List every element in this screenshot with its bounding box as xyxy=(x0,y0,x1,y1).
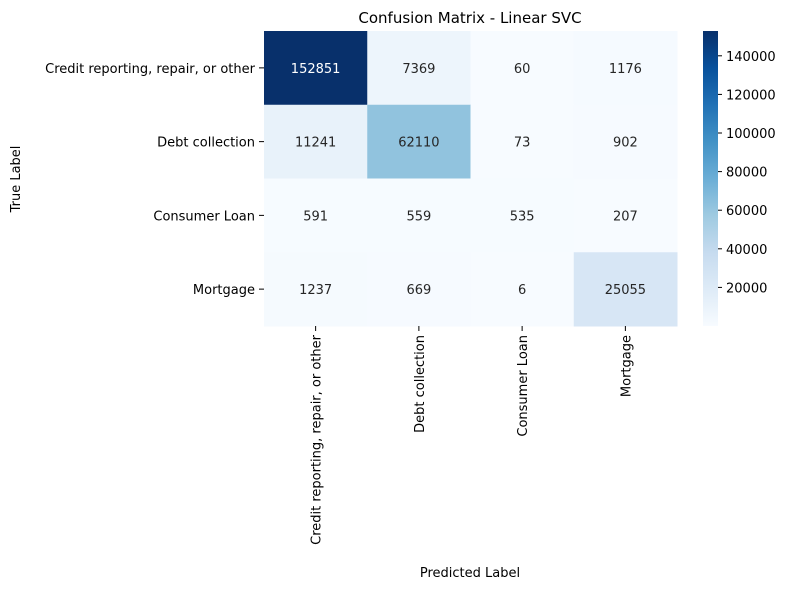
colorbar-tick-label: 80000 xyxy=(726,166,767,181)
x-tick-label: Mortgage xyxy=(619,335,634,397)
chart-title: Confusion Matrix - Linear SVC xyxy=(358,9,581,27)
heatmap-cell xyxy=(264,31,368,106)
heatmap-cell xyxy=(367,104,471,179)
y-tick-label: Credit reporting, repair, or other xyxy=(45,62,256,77)
cell-value-label: 591 xyxy=(303,209,328,224)
colorbar-tick-label: 40000 xyxy=(726,243,767,258)
cell-value-label: 535 xyxy=(510,209,535,224)
cell-value-label: 62110 xyxy=(398,136,439,151)
heatmap-cell xyxy=(470,104,575,179)
heatmap-cell xyxy=(573,104,678,179)
colorbar-gradient xyxy=(703,31,718,326)
cell-value-label: 6 xyxy=(518,283,526,298)
colorbar-tick-label: 140000 xyxy=(726,50,776,65)
cell-value-label: 1237 xyxy=(299,283,332,298)
y-axis-ticks: Credit reporting, repair, or other Debt c… xyxy=(45,62,264,298)
cell-value-label: 1176 xyxy=(609,62,642,77)
colorbar-tick-label: 60000 xyxy=(726,204,767,219)
heatmap-cell xyxy=(573,252,678,327)
heatmap-cell xyxy=(367,31,471,106)
y-axis-label: True Label xyxy=(9,146,24,214)
cell-value-label: 7369 xyxy=(402,62,435,77)
heatmap-cell xyxy=(470,31,575,106)
colorbar: 20000 40000 60000 80000 100000 120000 140000 xyxy=(703,31,776,326)
x-tick-label: Credit reporting, repair, or other xyxy=(310,334,325,545)
cell-value-label: 152851 xyxy=(291,62,341,77)
heatmap-cell xyxy=(367,178,471,253)
y-tick-label: Mortgage xyxy=(193,283,255,298)
cell-value-label: 60 xyxy=(514,62,531,77)
cell-value-label: 25055 xyxy=(605,283,646,298)
heatmap-cell xyxy=(470,178,575,253)
heatmap-cell xyxy=(470,252,575,327)
heatmap-cell xyxy=(264,178,368,253)
x-tick-label: Consumer Loan xyxy=(516,335,531,437)
cell-value-label: 73 xyxy=(514,136,531,151)
cell-value-label: 207 xyxy=(613,209,638,224)
colorbar-tick-label: 20000 xyxy=(726,281,767,296)
x-axis-ticks: Credit reporting, repair, or other Debt c… xyxy=(310,326,634,545)
heatmap-cells: 152851 7369 60 1176 11241 62110 73 902 591 559 535… xyxy=(264,31,678,327)
heatmap-cell xyxy=(367,252,471,327)
x-axis-label: Predicted Label xyxy=(420,566,520,581)
colorbar-tick-label: 120000 xyxy=(726,88,776,103)
heatmap-cell xyxy=(573,178,678,253)
colorbar-tick-label: 100000 xyxy=(726,127,776,142)
y-tick-label: Consumer Loan xyxy=(153,209,255,224)
y-tick-label: Debt collection xyxy=(157,136,255,151)
x-tick-label: Debt collection xyxy=(413,335,428,433)
cell-value-label: 559 xyxy=(406,209,431,224)
cell-value-label: 11241 xyxy=(295,136,336,151)
heatmap-cell xyxy=(264,252,368,327)
cell-value-label: 902 xyxy=(613,136,638,151)
cell-value-label: 669 xyxy=(406,283,431,298)
heatmap-cell xyxy=(573,31,678,106)
heatmap-cell xyxy=(264,104,368,179)
